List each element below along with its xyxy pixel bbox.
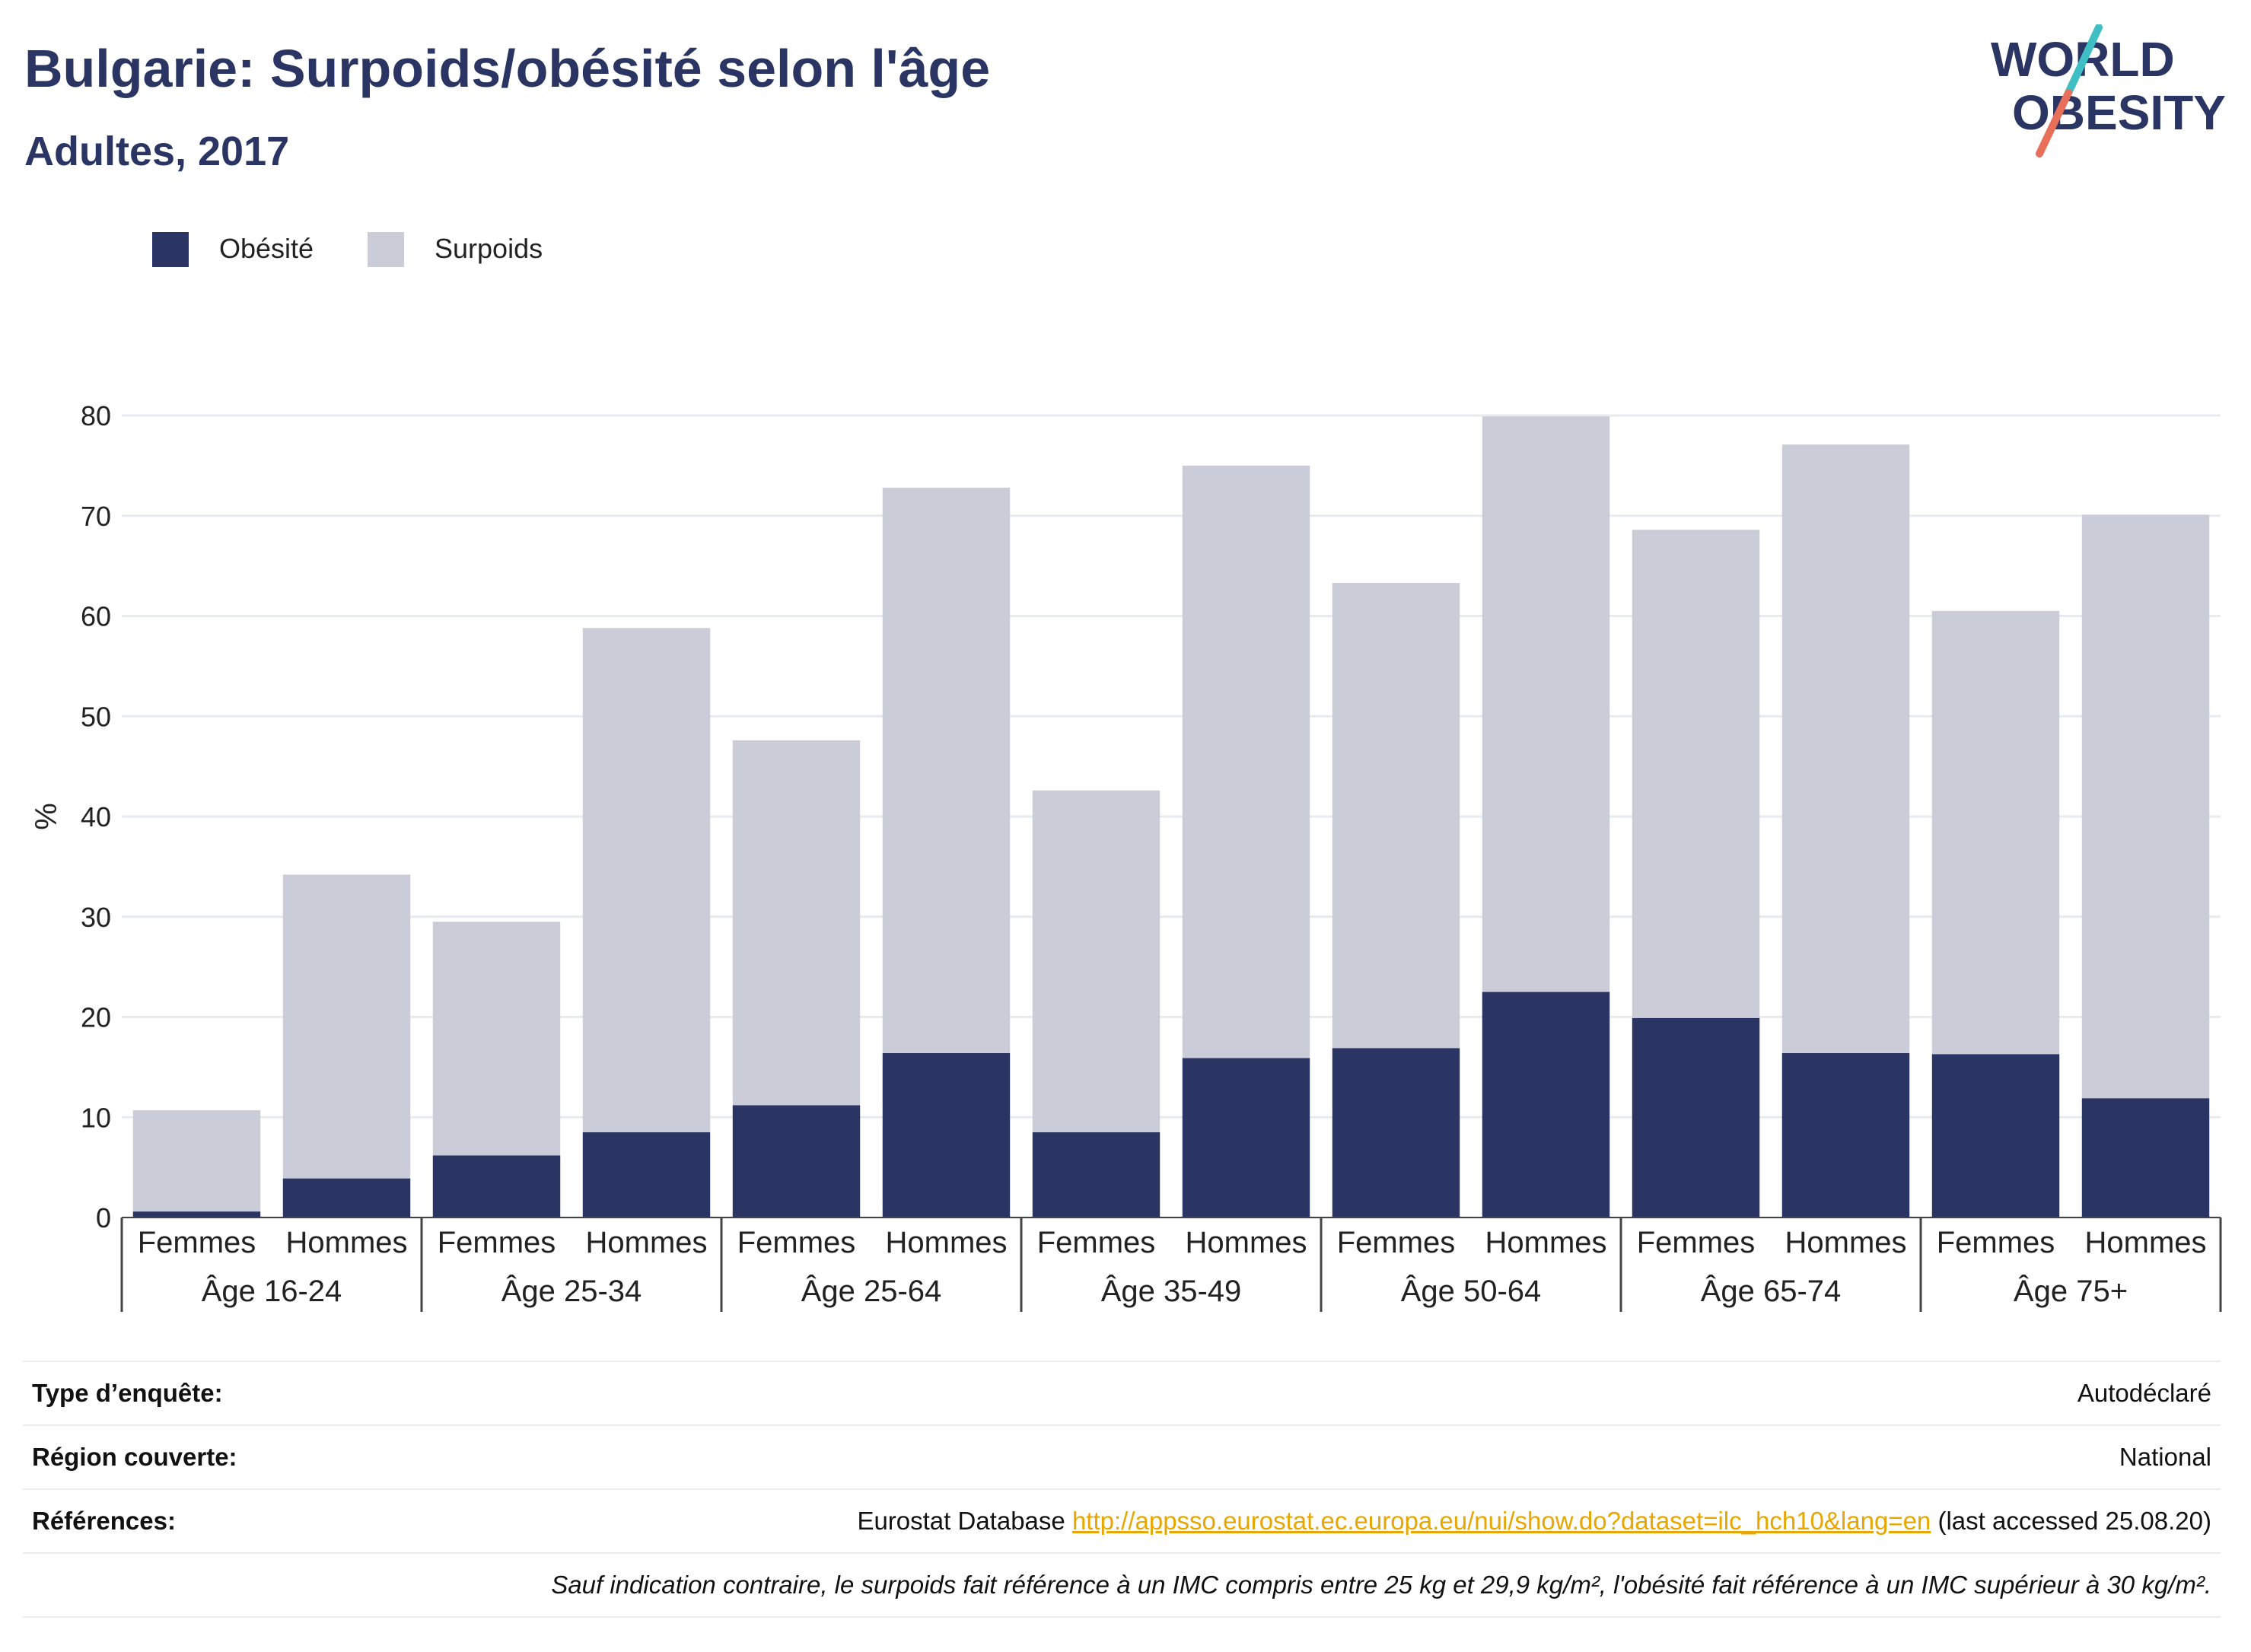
bar-surpoids <box>1931 610 2060 1055</box>
x-category-label: Hommes <box>585 1226 707 1259</box>
bar-surpoids <box>1032 790 1161 1133</box>
x-category-label: Hommes <box>885 1226 1007 1259</box>
legend-swatch-surpoids <box>368 232 404 267</box>
bar-obesite <box>432 1155 561 1218</box>
x-category-label: Hommes <box>1185 1226 1307 1259</box>
y-tick-label: 40 <box>81 801 111 832</box>
x-group-label: Âge 16-24 <box>202 1274 342 1308</box>
survey-info-table: Type d’enquête: Autodéclaré Région couve… <box>23 1361 2221 1618</box>
bar-surpoids <box>282 874 411 1179</box>
bar-surpoids <box>582 628 711 1133</box>
chart-subtitle: Adultes, 2017 <box>24 129 290 174</box>
region-value: National <box>330 1424 2221 1489</box>
bar-surpoids <box>1482 416 1610 992</box>
references-prefix: Eurostat Database <box>857 1507 1072 1535</box>
y-tick-label: 0 <box>96 1202 111 1233</box>
bar-surpoids <box>882 487 1011 1053</box>
x-group-label: Âge 75+ <box>2014 1274 2128 1308</box>
bar-surpoids <box>2081 514 2210 1099</box>
logo-graphic: WORLD OBESITY <box>1991 24 2226 158</box>
y-axis-label: % <box>30 803 63 830</box>
bar-obesite <box>1482 992 1610 1218</box>
logo-slash-coral <box>2036 89 2072 158</box>
y-tick-label: 10 <box>81 1102 111 1133</box>
bar-surpoids <box>1182 465 1310 1058</box>
bar-surpoids <box>732 740 861 1106</box>
bar-obesite <box>1632 1017 1760 1218</box>
references-label: Références: <box>23 1488 331 1553</box>
x-group-label: Âge 25-34 <box>501 1274 642 1308</box>
x-group-label: Âge 65-74 <box>1701 1274 1842 1308</box>
stacked-bar-chart: Obésité Surpoids 0 10 20 30 40 50 60 70 80% Femmes H… <box>30 232 2222 1312</box>
footnote-row: Sauf indication contraire, le surpoids f… <box>23 1552 2221 1618</box>
bar-obesite <box>282 1178 411 1218</box>
references-suffix: (last accessed 25.08.20) <box>1931 1507 2211 1535</box>
x-category-label: Hommes <box>1485 1226 1606 1259</box>
x-category-label: Femmes <box>1037 1226 1156 1259</box>
x-category-label: Hommes <box>285 1226 407 1259</box>
bar-obesite <box>2081 1098 2210 1218</box>
bar-obesite <box>132 1211 261 1218</box>
y-tick-label: 20 <box>81 1002 111 1033</box>
legend-label-obesite: Obésité <box>219 233 314 264</box>
bar-obesite <box>582 1132 711 1218</box>
bar-surpoids <box>1332 583 1460 1049</box>
world-obesity-logo: WORLD OBESITY <box>1985 24 2236 160</box>
x-category-label: Femmes <box>737 1226 856 1259</box>
x-group-label: Âge 35-49 <box>1101 1274 1242 1308</box>
x-group-label: Âge 25-64 <box>801 1274 942 1308</box>
y-tick-label: 50 <box>81 701 111 732</box>
bar-obesite <box>1182 1058 1310 1218</box>
x-category-label: Hommes <box>2084 1226 2206 1259</box>
bar-obesite <box>1781 1052 1910 1218</box>
bar-obesite <box>1032 1132 1161 1218</box>
legend-label-surpoids: Surpoids <box>435 233 543 264</box>
logo-slash-teal <box>2065 24 2103 97</box>
references-value: Eurostat Database http://appsso.eurostat… <box>330 1488 2221 1553</box>
legend-swatch-obesite <box>152 232 189 267</box>
bar-obesite <box>732 1105 861 1218</box>
bar-obesite <box>1931 1054 2060 1218</box>
x-category-label: Femmes <box>1337 1226 1456 1259</box>
chart-area: Obésité Surpoids 0 10 20 30 40 50 60 70 80% Femmes H… <box>0 205 2251 1332</box>
y-tick-label: 80 <box>81 400 111 431</box>
survey-type-row: Type d’enquête: Autodéclaré <box>23 1361 2221 1425</box>
references-link[interactable]: http://appsso.eurostat.ec.europa.eu/nui/… <box>1071 1507 1931 1535</box>
y-tick-label: 30 <box>81 902 111 933</box>
bar-surpoids <box>132 1110 261 1212</box>
x-category-label: Femmes <box>1937 1226 2055 1259</box>
survey-type-value: Autodéclaré <box>330 1361 2221 1425</box>
footnote: Sauf indication contraire, le surpoids f… <box>23 1552 2221 1618</box>
region-label: Région couverte: <box>23 1424 331 1489</box>
bar-surpoids <box>1781 444 1910 1053</box>
survey-type-label: Type d’enquête: <box>23 1361 331 1425</box>
x-category-label: Femmes <box>1637 1226 1756 1259</box>
bar-obesite <box>882 1052 1011 1218</box>
chart-title: Bulgarie: Surpoids/obésité selon l'âge <box>24 39 991 98</box>
x-group-label: Âge 50-64 <box>1401 1274 1542 1308</box>
y-tick-label: 60 <box>81 601 111 632</box>
references-row: Références: Eurostat Database http://app… <box>23 1488 2221 1553</box>
x-category-label: Hommes <box>1785 1226 1906 1259</box>
bar-obesite <box>1332 1048 1460 1218</box>
x-category-label: Femmes <box>138 1226 256 1259</box>
logo-text-obesity: OBESITY <box>2012 85 2226 140</box>
bar-surpoids <box>432 921 561 1156</box>
y-tick-label: 70 <box>81 501 111 532</box>
region-row: Région couverte: National <box>23 1424 2221 1489</box>
bar-surpoids <box>1632 530 1760 1018</box>
x-category-label: Femmes <box>438 1226 556 1259</box>
